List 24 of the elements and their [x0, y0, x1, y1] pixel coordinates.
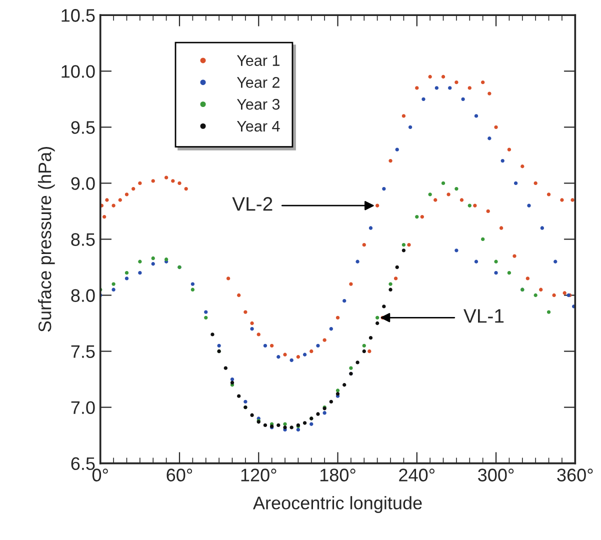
- x-tick-label: 240°: [399, 468, 434, 482]
- legend-label: Year 3: [236, 98, 280, 110]
- x-tick-label: 120°: [241, 468, 276, 482]
- legend-label: Year 4: [236, 120, 280, 132]
- x-tick-label: 180°: [320, 468, 356, 482]
- x-tick-label: 300°: [478, 468, 514, 482]
- x-tick-label: 0°: [92, 468, 108, 482]
- y-tick-label: 10.5: [62, 9, 95, 22]
- y-tick-label: 9.0: [71, 177, 95, 190]
- x-tick-label: 60°: [166, 468, 192, 482]
- x-axis-title: Areocentric longitude: [252, 496, 422, 513]
- y-tick-label: 8.5: [71, 233, 95, 246]
- y-tick-label: 9.5: [71, 121, 95, 134]
- y-axis-title: Surface pressure (hPa): [38, 147, 55, 332]
- y-tick-label: 7.0: [71, 401, 95, 414]
- y-tick-label: 8.0: [71, 289, 95, 302]
- y-tick-label: 7.5: [71, 345, 95, 358]
- annotation: VL-1: [464, 309, 504, 323]
- legend-label: Year 1: [236, 55, 280, 66]
- x-tick-label: 360°: [557, 468, 593, 482]
- annotation: VL-2: [232, 197, 272, 211]
- y-tick-label: 10.0: [62, 65, 95, 78]
- legend-label: Year 2: [236, 77, 280, 88]
- y-tick-label: 6.5: [71, 457, 95, 470]
